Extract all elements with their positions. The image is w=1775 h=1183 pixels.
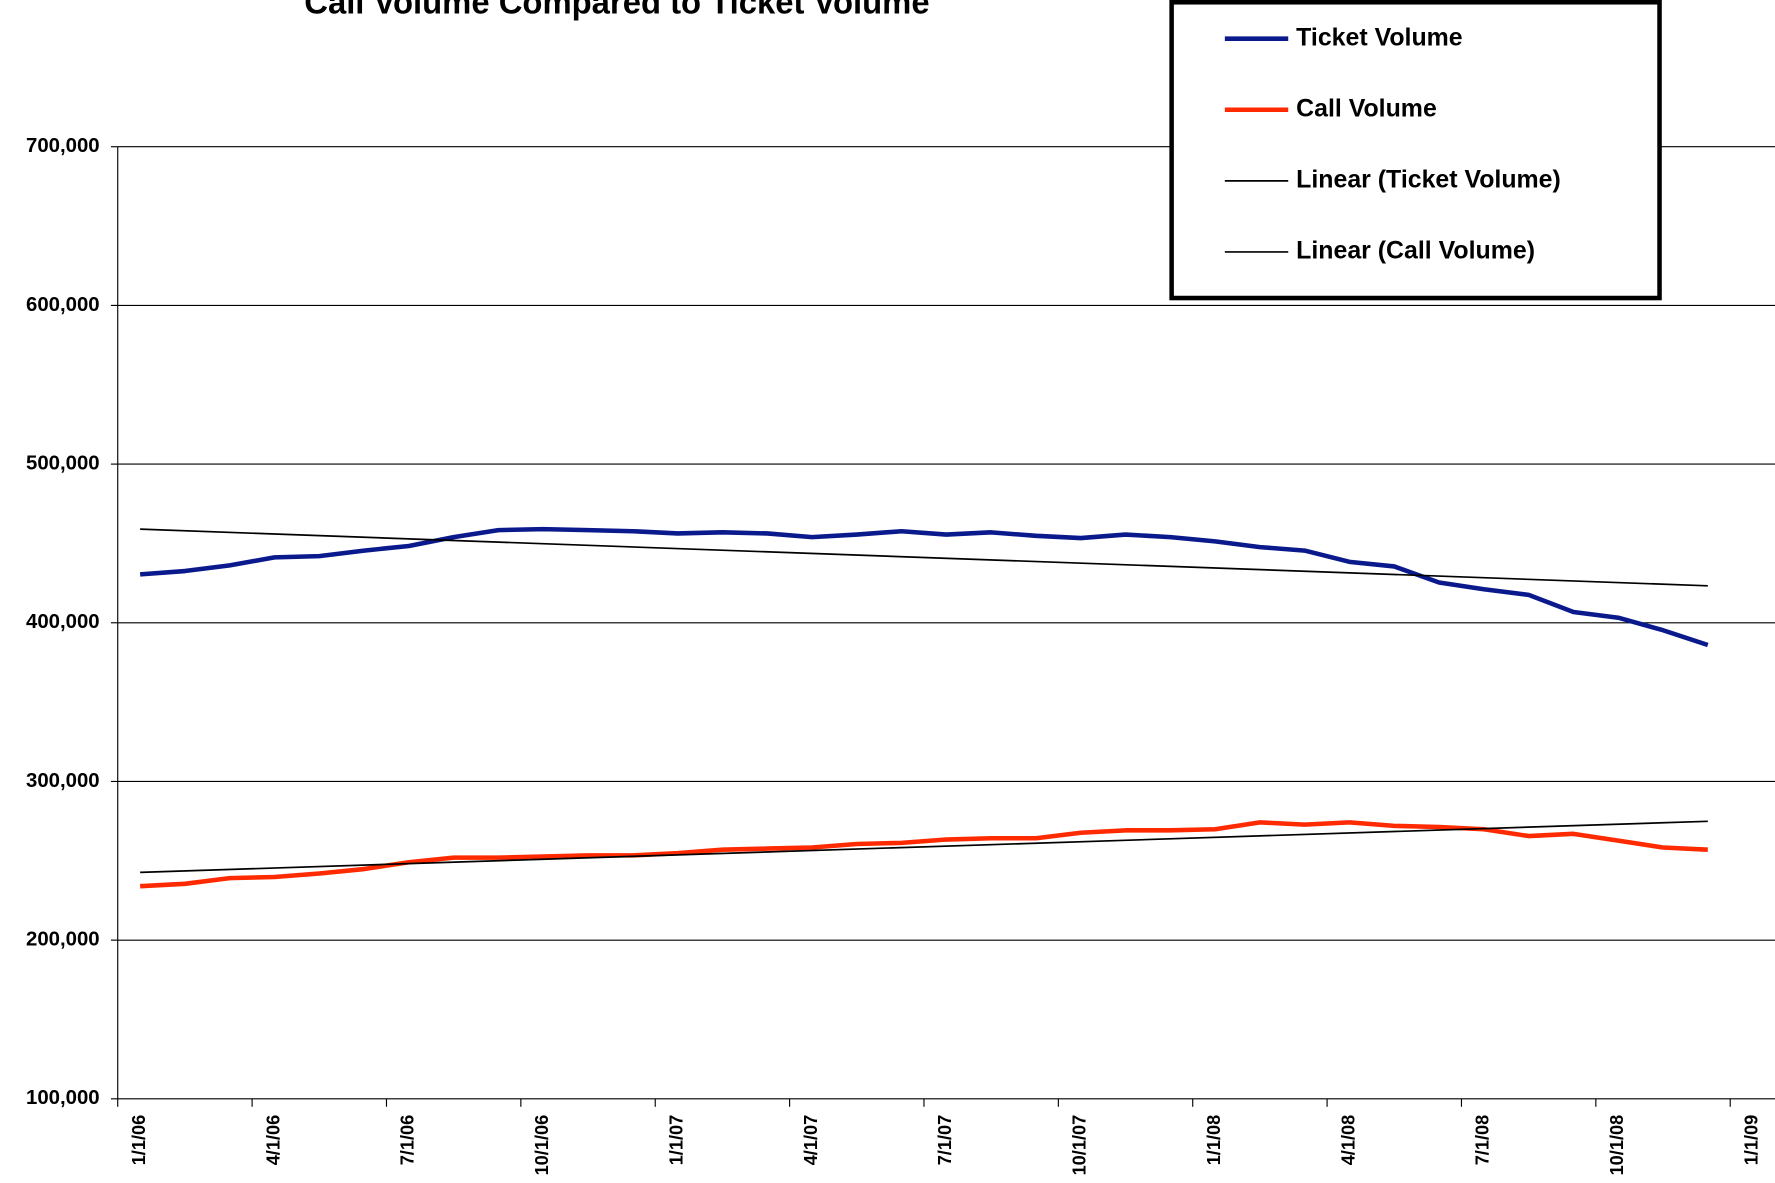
trend-line (140, 528, 1708, 587)
x-tick-label: 10/1/06 (532, 1115, 552, 1176)
legend-label: Ticket Volume (1296, 23, 1463, 51)
legend-box (1169, 0, 1662, 301)
trend-line (140, 820, 1708, 874)
x-tick-label: 1/1/06 (129, 1115, 149, 1166)
x-tick-label: 1/1/08 (1204, 1115, 1224, 1166)
x-tick-label: 1/1/07 (666, 1115, 686, 1166)
legend-label: Linear (Ticket Volume) (1296, 165, 1561, 193)
x-tick-label: 7/1/08 (1473, 1115, 1493, 1166)
x-tick-label: 4/1/06 (263, 1115, 283, 1166)
x-tick-label: 7/1/06 (398, 1115, 418, 1166)
y-tick-label: 300,000 (26, 770, 100, 792)
x-tick-label: 4/1/07 (801, 1115, 821, 1166)
y-tick-label: 100,000 (26, 1087, 100, 1109)
chart-title: Call Volume Compared to Ticket Volume (304, 0, 929, 20)
y-tick-label: 600,000 (26, 294, 100, 316)
legend-label: Linear (Call Volume) (1296, 237, 1535, 265)
legend: Ticket Volume Call Volume Linear (Ticket V… (1169, 0, 1662, 301)
y-tick-label: 200,000 (26, 929, 100, 951)
legend-label: Call Volume (1296, 94, 1437, 122)
x-tick-label: 10/1/07 (1070, 1115, 1090, 1176)
y-tick-label: 500,000 (26, 452, 100, 474)
x-tick-label: 10/1/08 (1607, 1115, 1627, 1176)
x-tick-label: 7/1/07 (935, 1115, 955, 1166)
y-tick-label: 700,000 (26, 135, 100, 157)
x-tick-label: 1/1/09 (1741, 1115, 1761, 1166)
x-tick-label: 4/1/08 (1338, 1115, 1358, 1166)
y-tick-label: 400,000 (26, 611, 100, 633)
series-line (140, 820, 1708, 889)
series-line (139, 526, 1709, 648)
